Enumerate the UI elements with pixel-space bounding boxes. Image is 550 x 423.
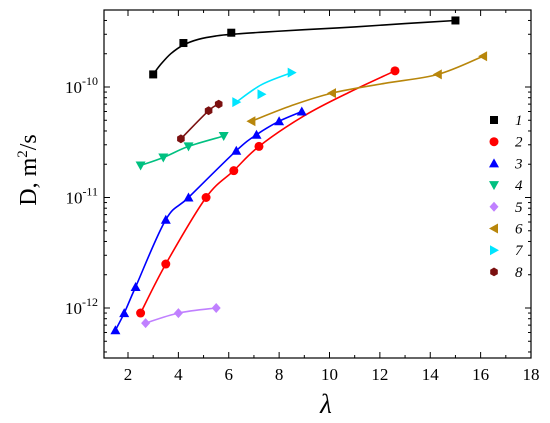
series-2-point: [201, 193, 211, 202]
legend-marker-2: [489, 137, 499, 147]
legend-label-6: 6: [515, 222, 523, 238]
legend-marker-5: [489, 201, 499, 212]
x-tick-label: 4: [174, 365, 183, 384]
legend-label-7: 7: [515, 243, 524, 259]
y-axis-label-tail: /s: [16, 134, 42, 150]
x-tick-label: 2: [124, 365, 133, 384]
y-tick-label: 10-10: [65, 74, 98, 97]
y-axis-label-main: D, m: [16, 157, 42, 205]
x-tick-label: 16: [472, 365, 489, 384]
series-7-point: [232, 97, 242, 108]
x-tick-label: 12: [371, 365, 388, 384]
plot-frame: [103, 9, 532, 359]
x-tick-label: 18: [523, 365, 540, 384]
series-4-curve: [140, 135, 224, 167]
x-tick-label: 14: [422, 365, 440, 384]
series-3-point: [130, 282, 141, 291]
series-2-point: [254, 141, 264, 151]
series-6-point: [327, 88, 336, 99]
series-2-point: [390, 66, 400, 76]
series-8-curve: [180, 103, 220, 140]
series-8-point: [204, 106, 213, 116]
x-tick-label: 6: [225, 365, 234, 384]
series-1-curve: [152, 19, 456, 75]
x-tick-label: 10: [321, 365, 338, 384]
series-6-point: [246, 116, 256, 127]
series-6-curve: [251, 55, 484, 122]
series-4-point: [135, 161, 146, 171]
series-7-curve: [235, 71, 292, 103]
series-7-point: [257, 89, 267, 100]
series-5-point: [173, 308, 183, 319]
series-2-point: [229, 166, 239, 176]
legend-marker-6: [489, 223, 498, 234]
series-1-point: [227, 28, 236, 37]
legend: 1 2 3 4 5 6 7 8: [489, 113, 524, 281]
legend-label-2: 2: [515, 135, 523, 151]
series-3-point: [251, 129, 262, 139]
y-axis-label-sup: 2: [15, 150, 31, 158]
legend-label-1: 1: [515, 113, 523, 129]
y-tick-label: 10-12: [65, 295, 98, 318]
series-2-point: [161, 259, 171, 269]
series-4-point: [183, 142, 194, 152]
legend-marker-3: [489, 158, 499, 168]
series-8-point: [214, 99, 223, 109]
y-axis-label: D, m2/s: [15, 134, 42, 206]
x-tick-label: 8: [275, 365, 284, 384]
series-2-curve: [139, 70, 396, 314]
series-1-point: [451, 16, 460, 25]
series-5-point: [211, 303, 221, 313]
series-3-point: [183, 192, 194, 202]
y-tick-label: 10-11: [65, 185, 98, 208]
series-6-point: [432, 69, 442, 80]
series-7-point: [287, 67, 297, 78]
series-2-point: [136, 308, 146, 318]
legend-marker-8: [490, 267, 498, 277]
series-4-point: [218, 132, 229, 141]
series-3-point: [160, 214, 171, 224]
series-3-point: [296, 106, 307, 116]
legend-label-3: 3: [514, 156, 523, 172]
legend-marker-4: [489, 181, 499, 191]
legend-marker-7: [490, 245, 499, 256]
series-5-point: [141, 318, 151, 329]
legend-label-4: 4: [515, 178, 523, 194]
series-4-point: [158, 153, 169, 163]
legend-label-5: 5: [515, 200, 523, 216]
series-5-curve: [145, 307, 217, 324]
plot-area: [103, 9, 532, 359]
x-axis-label: λ: [319, 389, 332, 419]
legend-label-8: 8: [515, 265, 523, 281]
series-3-point: [231, 145, 242, 155]
series-6-point: [478, 51, 488, 62]
fit-curves: [114, 19, 484, 331]
series-3-point: [110, 325, 121, 335]
series-3-curve: [114, 110, 303, 331]
series-8-point: [177, 134, 185, 144]
series-3-point: [119, 308, 130, 318]
data-markers: [110, 16, 488, 335]
legend-marker-1: [490, 116, 498, 124]
series-1-point: [179, 39, 188, 48]
series-3-point: [274, 116, 285, 126]
series-1-point: [149, 70, 158, 79]
